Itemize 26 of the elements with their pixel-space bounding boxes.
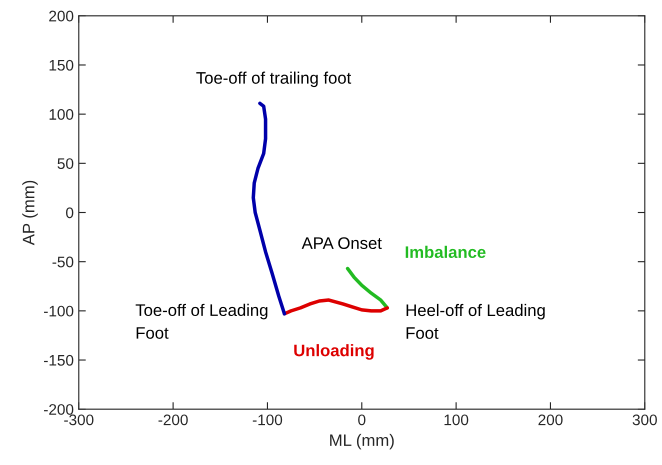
line-series (346, 266, 389, 310)
y-tick-label: 200 (49, 10, 74, 22)
x-axis-title: ML (mm) (330, 434, 394, 450)
x-tick-label: -300 (64, 414, 94, 426)
text: Imbalance (406, 246, 486, 258)
x-tick-label: -200 (158, 414, 188, 426)
y-tick-label: -200 (44, 404, 74, 415)
x-tick-label: 200 (538, 414, 563, 426)
x-tick-label: 0 (358, 414, 366, 426)
y-tick-label: 150 (50, 60, 74, 71)
series-label: Unloading (294, 344, 374, 360)
y-tick-label: 50 (58, 158, 74, 170)
y-axis-title: AP (mm) (22, 180, 38, 246)
x-tick-label: 100 (444, 414, 468, 426)
x-tick-label: 300 (632, 414, 657, 426)
annotation: Toe-off of trailing foot (196, 72, 352, 88)
y-tick-label: -50 (52, 256, 74, 268)
annotation: Heel-off of Leading Foot (406, 304, 545, 339)
y-tick-label: 0 (66, 207, 74, 218)
line-series (282, 298, 389, 316)
annotation: APA Onset (302, 237, 382, 250)
x-tick-label: -100 (252, 414, 282, 426)
y-tick-label: -100 (44, 306, 74, 317)
annotation: Toe-off of Leading Foot (136, 304, 268, 339)
y-tick-label: -150 (44, 354, 74, 366)
y-tick-label: 100 (50, 109, 74, 120)
